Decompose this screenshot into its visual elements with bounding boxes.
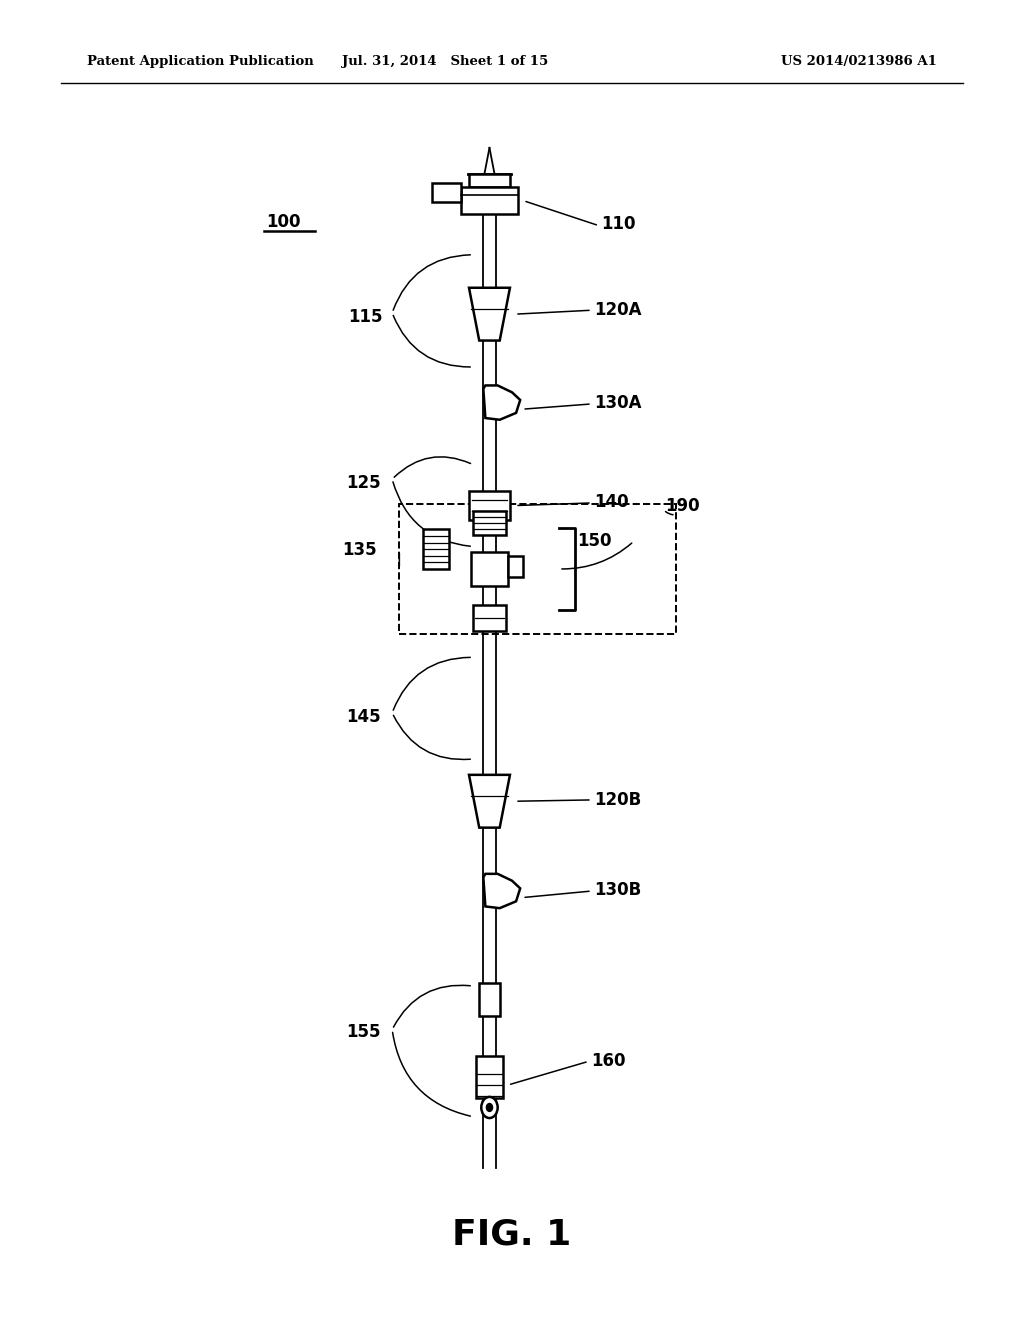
Bar bbox=[508, 556, 523, 577]
Circle shape bbox=[481, 1097, 498, 1118]
Text: 145: 145 bbox=[346, 708, 381, 726]
Polygon shape bbox=[483, 874, 520, 908]
Text: 150: 150 bbox=[578, 532, 612, 550]
Polygon shape bbox=[469, 775, 510, 828]
Text: 120B: 120B bbox=[594, 791, 641, 809]
Bar bbox=[432, 183, 461, 202]
Bar bbox=[469, 174, 510, 187]
Bar bbox=[461, 187, 518, 214]
Text: 115: 115 bbox=[348, 308, 383, 326]
Text: 130B: 130B bbox=[594, 880, 641, 899]
Bar bbox=[479, 983, 500, 1016]
Bar bbox=[424, 529, 449, 569]
Text: 140: 140 bbox=[594, 492, 629, 511]
Text: Jul. 31, 2014   Sheet 1 of 15: Jul. 31, 2014 Sheet 1 of 15 bbox=[342, 55, 549, 67]
Text: 130A: 130A bbox=[594, 393, 641, 412]
Text: 110: 110 bbox=[601, 215, 636, 234]
Bar bbox=[399, 504, 676, 634]
Text: 125: 125 bbox=[346, 474, 381, 492]
Bar bbox=[469, 491, 510, 520]
Bar bbox=[471, 552, 508, 586]
Text: 155: 155 bbox=[346, 1023, 381, 1041]
Text: 120A: 120A bbox=[594, 301, 641, 319]
Text: 135: 135 bbox=[342, 541, 377, 560]
Bar bbox=[476, 1056, 503, 1098]
Text: 160: 160 bbox=[591, 1052, 626, 1071]
Polygon shape bbox=[469, 288, 510, 341]
Circle shape bbox=[486, 1104, 493, 1111]
Text: 190: 190 bbox=[666, 496, 700, 515]
Bar bbox=[473, 605, 506, 631]
Polygon shape bbox=[483, 385, 520, 420]
Text: FIG. 1: FIG. 1 bbox=[453, 1217, 571, 1251]
Text: US 2014/0213986 A1: US 2014/0213986 A1 bbox=[781, 55, 937, 67]
Text: Patent Application Publication: Patent Application Publication bbox=[87, 55, 313, 67]
Text: 100: 100 bbox=[266, 213, 301, 231]
Bar bbox=[473, 511, 506, 535]
